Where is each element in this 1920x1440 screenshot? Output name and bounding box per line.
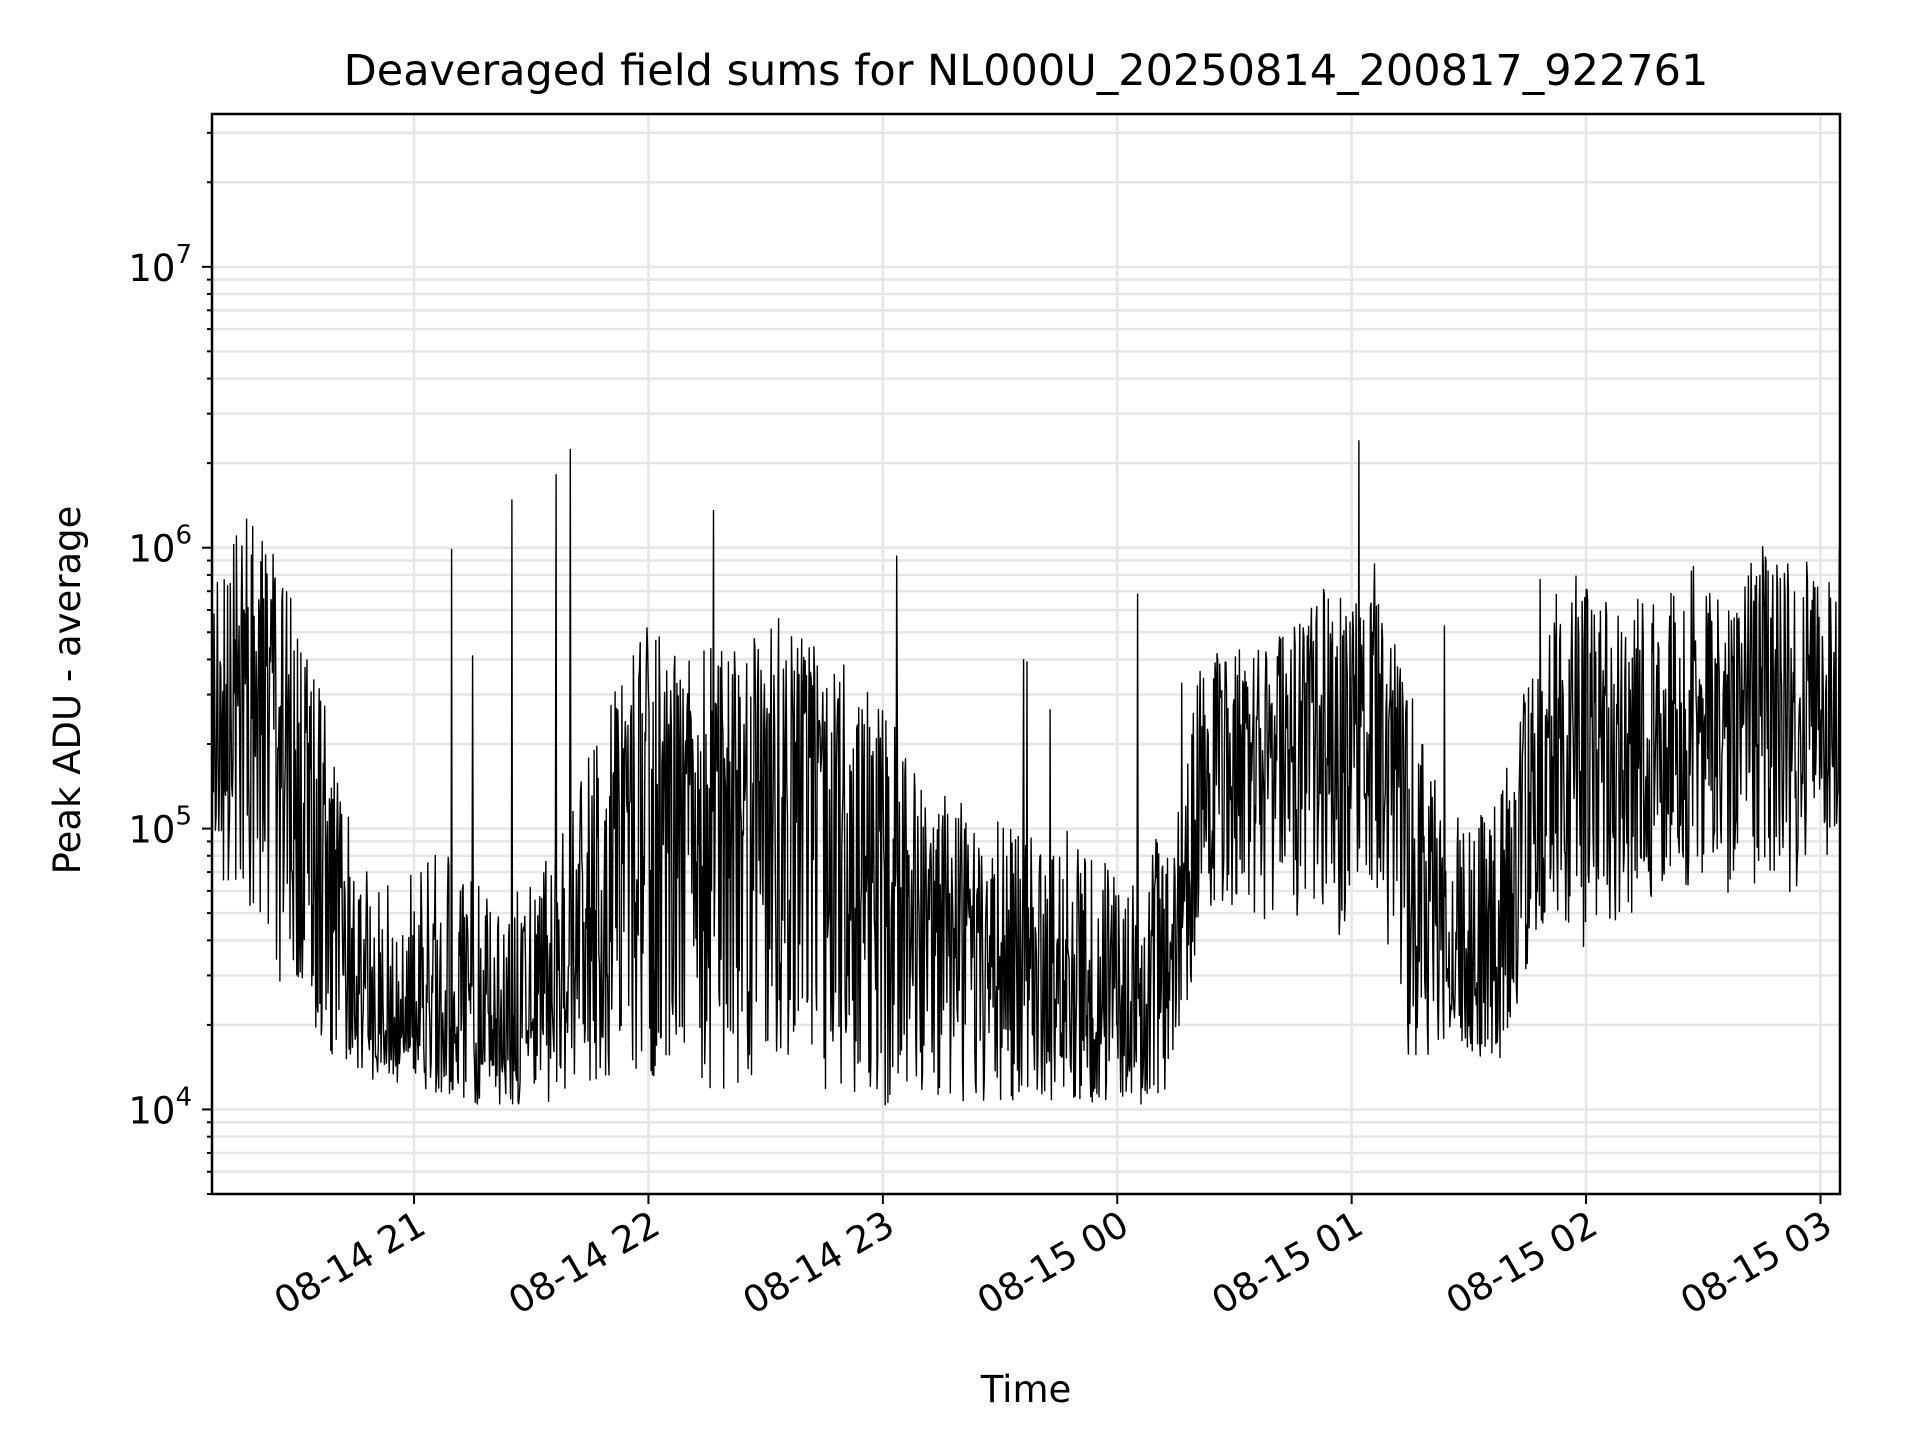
y-axis: 104 105 106 107 bbox=[128, 131, 212, 1195]
y-tick-label: 107 bbox=[128, 240, 192, 290]
plot-area bbox=[211, 440, 1841, 1106]
chart-title: Deaveraged field sums for NL000U_2025081… bbox=[344, 46, 1709, 96]
y-tick-label: 106 bbox=[128, 521, 192, 571]
y-tick-label: 105 bbox=[128, 802, 192, 852]
x-axis-label: Time bbox=[980, 1368, 1072, 1411]
series-line bbox=[211, 440, 1841, 1106]
y-tick-label: 104 bbox=[128, 1082, 192, 1132]
plot-frame bbox=[210, 112, 1842, 1196]
y-axis-label: Peak ADU - average bbox=[46, 506, 89, 875]
